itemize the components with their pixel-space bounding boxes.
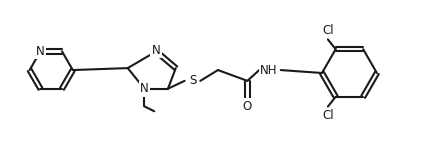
Text: Cl: Cl bbox=[322, 109, 334, 122]
Text: S: S bbox=[189, 74, 196, 87]
Text: N: N bbox=[140, 82, 149, 95]
Text: N: N bbox=[36, 45, 45, 58]
Text: Cl: Cl bbox=[322, 24, 334, 37]
Text: N: N bbox=[152, 44, 161, 57]
Text: NH: NH bbox=[260, 64, 278, 77]
Text: O: O bbox=[243, 100, 252, 113]
